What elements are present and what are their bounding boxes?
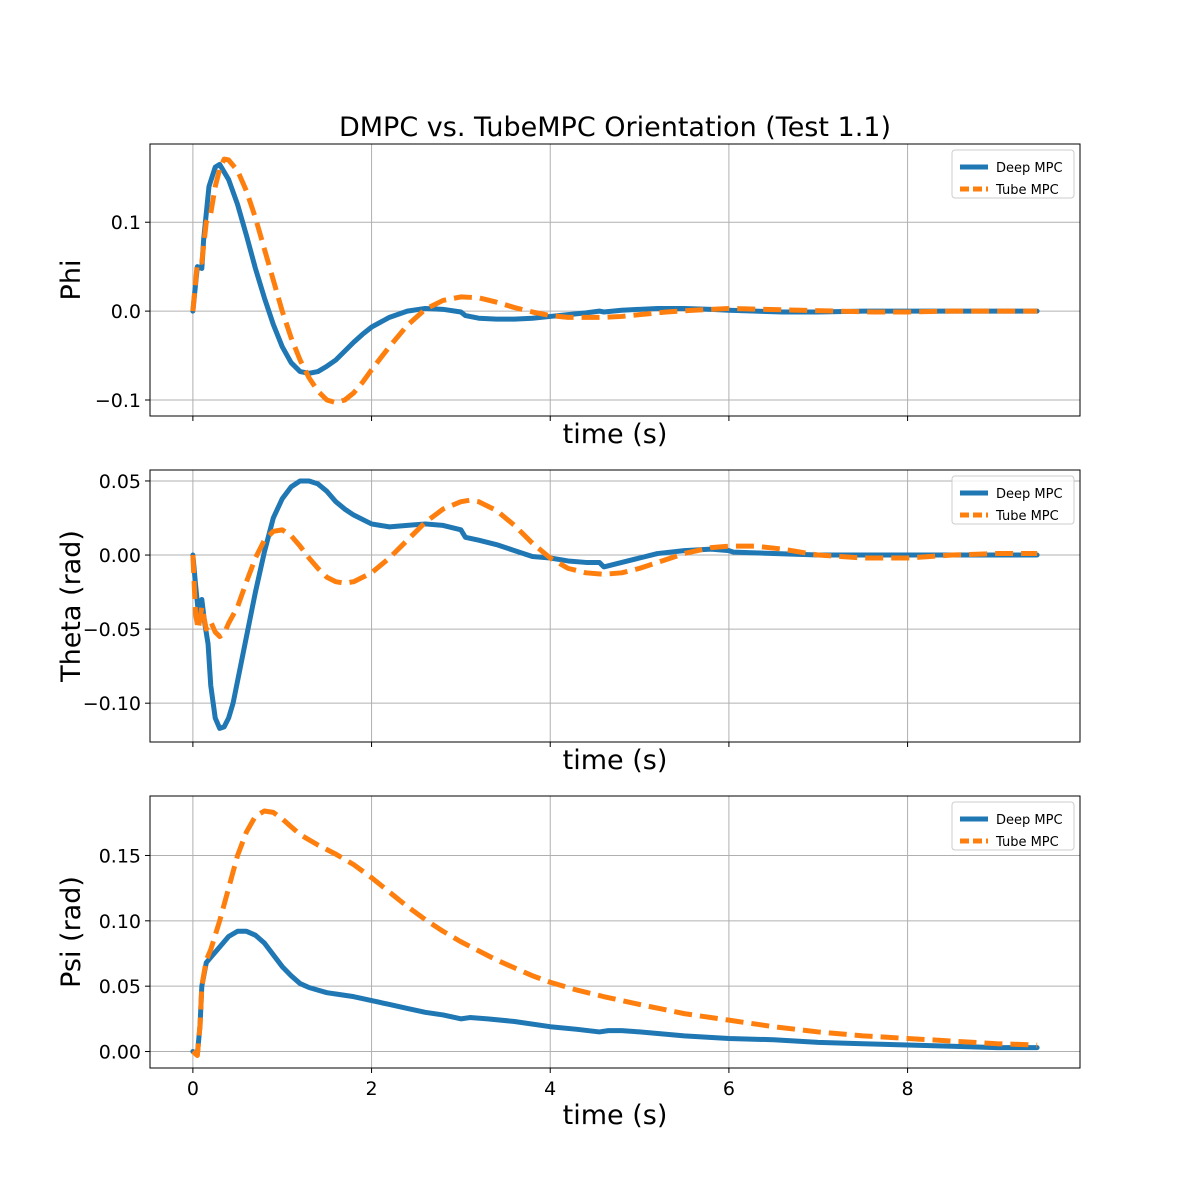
series-line-deep-mpc	[190, 478, 1040, 731]
plot-frame	[149, 143, 1081, 417]
legend-frame	[951, 475, 1075, 525]
x-tick-label: 6	[723, 1078, 735, 1100]
panel-1: −0.1 0.0 0.1 time (s) Phi Deep MPC Tube MPC	[56, 143, 1081, 450]
legend: Deep MPC Tube MPC	[951, 149, 1075, 199]
legend: Deep MPC Tube MPC	[951, 801, 1075, 851]
legend-frame	[951, 801, 1075, 851]
legend-label: Tube MPC	[995, 183, 1059, 198]
y-tick-label: 0.05	[99, 976, 141, 998]
x-axis-label: time (s)	[563, 419, 668, 450]
series-group	[190, 808, 1040, 1058]
y-axis-label: Theta (rad)	[56, 530, 87, 683]
x-tick-label: 0	[187, 1078, 199, 1100]
figure-title: DMPC vs. TubeMPC Orientation (Test 1.1)	[339, 112, 891, 143]
legend-label: Tube MPC	[995, 835, 1059, 850]
y-tick-label: 0.05	[99, 471, 141, 493]
x-tick-label: 2	[366, 1078, 378, 1100]
x-axis-label: time (s)	[563, 745, 668, 776]
series-line-tube-mpc	[190, 497, 1038, 640]
y-axis-label: Phi	[56, 260, 87, 301]
y-tick-label: 0.15	[99, 845, 141, 867]
series-group	[190, 156, 1040, 406]
plot-frame	[149, 795, 1081, 1069]
series-line-deep-mpc	[190, 928, 1040, 1057]
legend-label: Tube MPC	[995, 509, 1059, 524]
y-tick-label: 0.1	[111, 212, 141, 234]
legend-frame	[951, 149, 1075, 199]
y-tick-label: 0.00	[99, 1042, 141, 1064]
series-group	[190, 478, 1040, 731]
y-axis-label: Psi (rad)	[56, 876, 87, 988]
legend: Deep MPC Tube MPC	[951, 475, 1075, 525]
y-tick-label: 0.00	[99, 545, 141, 567]
y-tick-label: 0.0	[111, 301, 141, 323]
panel-2: −0.10 −0.05 0.00 0.05 time (s) Theta (rad) Dee…	[56, 469, 1081, 776]
legend-label: Deep MPC	[996, 487, 1063, 502]
y-tick-label: −0.10	[83, 693, 141, 715]
legend-label: Deep MPC	[996, 161, 1063, 176]
plot-frame	[149, 469, 1081, 743]
x-tick-label: 4	[544, 1078, 556, 1100]
y-tick-label: −0.05	[83, 619, 141, 641]
x-axis-label: time (s)	[563, 1100, 668, 1131]
legend-label: Deep MPC	[996, 813, 1063, 828]
y-tick-label: 0.10	[99, 911, 141, 933]
y-tick-label: −0.1	[95, 390, 141, 412]
x-tick-label: 8	[902, 1078, 914, 1100]
series-line-tube-mpc	[190, 156, 1038, 406]
series-line-tube-mpc	[191, 808, 1038, 1058]
panel-3: 0 2 4 6 8 0.00 0.05 0.10 0.15 time (s) Psi (rad) De…	[56, 795, 1081, 1131]
